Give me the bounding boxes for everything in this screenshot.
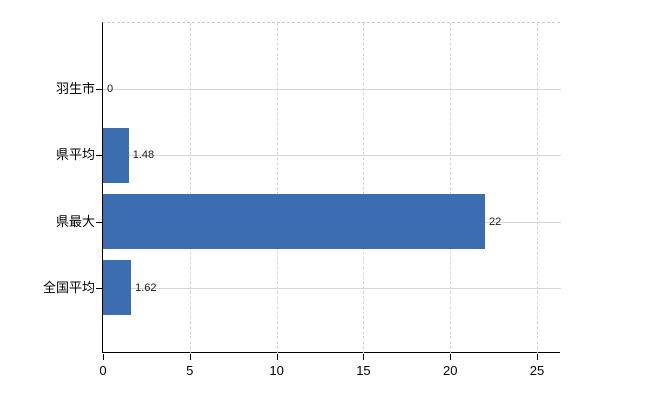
horizontal-gridline: [103, 287, 561, 289]
bar-value-label: 1.48: [132, 149, 155, 162]
x-axis-tick-label: 5: [186, 363, 194, 378]
vertical-gridline: [363, 23, 365, 354]
bar-value-label: 0: [107, 83, 114, 96]
bar-県最大: [103, 194, 485, 250]
x-axis-tick-label: 15: [356, 363, 371, 378]
y-axis-tick: [96, 155, 102, 157]
x-axis-tick: [189, 354, 191, 360]
x-axis-tick-label: 20: [442, 363, 458, 378]
x-axis-tick: [537, 354, 539, 360]
y-axis-tick: [96, 89, 102, 91]
category-label: 県最大: [55, 213, 95, 229]
x-axis-tick: [103, 354, 104, 360]
category-label: 全国平均: [42, 279, 95, 295]
horizontal-gridline: [103, 89, 561, 91]
vertical-gridline: [537, 23, 539, 354]
x-axis-tick-label: 10: [269, 363, 284, 378]
vertical-gridline: [189, 23, 191, 354]
vertical-gridline: [450, 23, 452, 354]
category-label: 県平均: [55, 147, 95, 163]
y-axis-tick: [96, 221, 102, 223]
x-axis-tick: [363, 354, 365, 360]
vertical-gridline: [276, 23, 278, 354]
plot-area: 0 羽生市 1.48 県平均 22 県最大 1.62 全国平均 0 5 10 15 20 25: [43, 22, 561, 378]
x-axis-tick: [276, 354, 278, 360]
category-label: 羽生市: [55, 81, 95, 97]
y-axis-tick: [96, 287, 102, 289]
x-axis-tick-label: 0: [99, 363, 107, 378]
bar-全国平均: [103, 260, 132, 316]
bar-value-label: 22: [488, 215, 502, 228]
bar-県平均: [103, 127, 129, 183]
bar-value-label: 1.62: [135, 281, 157, 294]
x-axis-tick: [450, 354, 452, 360]
horizontal-gridline: [103, 155, 561, 157]
x-axis-tick-label: 25: [529, 363, 545, 378]
